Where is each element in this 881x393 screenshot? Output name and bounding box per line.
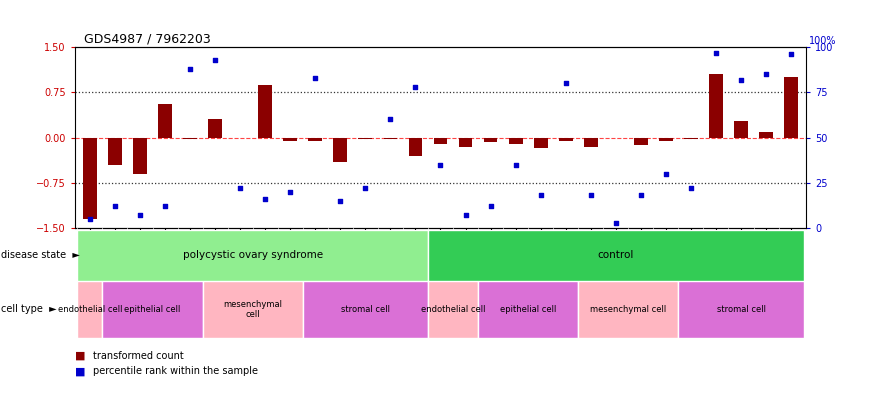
Bar bbox=[208, 119, 222, 138]
Point bbox=[734, 77, 748, 83]
Bar bbox=[108, 138, 122, 165]
Point bbox=[83, 216, 97, 222]
Bar bbox=[183, 138, 197, 139]
Point bbox=[208, 57, 222, 63]
Point bbox=[508, 162, 522, 168]
Point bbox=[433, 162, 448, 168]
Bar bbox=[203, 281, 303, 338]
Point bbox=[283, 189, 297, 195]
Bar bbox=[584, 138, 597, 147]
Text: 100%: 100% bbox=[809, 36, 836, 46]
Point bbox=[458, 212, 472, 219]
Text: epithelial cell: epithelial cell bbox=[124, 305, 181, 314]
Point bbox=[759, 71, 774, 77]
Point bbox=[559, 80, 573, 86]
Point bbox=[659, 171, 673, 177]
Point bbox=[534, 192, 548, 198]
Point bbox=[409, 84, 423, 90]
Point bbox=[158, 203, 172, 209]
Bar bbox=[508, 138, 522, 143]
Bar bbox=[734, 121, 748, 138]
Bar bbox=[634, 138, 648, 145]
Bar bbox=[133, 138, 147, 174]
Point bbox=[258, 196, 272, 202]
Bar bbox=[428, 281, 478, 338]
Bar bbox=[484, 138, 498, 142]
Bar bbox=[684, 138, 698, 140]
Bar bbox=[284, 138, 297, 141]
Bar bbox=[478, 281, 578, 338]
Text: epithelial cell: epithelial cell bbox=[500, 305, 556, 314]
Text: control: control bbox=[597, 250, 634, 261]
Bar bbox=[709, 74, 722, 138]
Bar bbox=[383, 138, 397, 139]
Text: mesenchymal cell: mesenchymal cell bbox=[590, 305, 666, 314]
Bar bbox=[759, 132, 773, 138]
Text: endothelial cell: endothelial cell bbox=[421, 305, 485, 314]
Point bbox=[684, 185, 698, 191]
Bar bbox=[359, 138, 373, 140]
Point bbox=[709, 50, 723, 56]
Bar bbox=[784, 77, 798, 138]
Text: ■: ■ bbox=[75, 351, 85, 361]
Point bbox=[133, 212, 147, 219]
Bar bbox=[159, 105, 172, 138]
Text: percentile rank within the sample: percentile rank within the sample bbox=[93, 366, 257, 376]
Text: transformed count: transformed count bbox=[93, 351, 183, 361]
Point bbox=[308, 75, 322, 81]
Text: endothelial cell: endothelial cell bbox=[57, 305, 122, 314]
Bar bbox=[78, 281, 102, 338]
Bar bbox=[102, 281, 203, 338]
Bar bbox=[678, 281, 803, 338]
Text: ■: ■ bbox=[75, 366, 85, 376]
Point bbox=[584, 192, 598, 198]
Point bbox=[359, 185, 373, 191]
Point bbox=[484, 203, 498, 209]
Point bbox=[183, 66, 197, 72]
Text: polycystic ovary syndrome: polycystic ovary syndrome bbox=[182, 250, 322, 261]
Text: disease state  ►: disease state ► bbox=[1, 250, 80, 261]
Point bbox=[233, 185, 248, 191]
Point bbox=[609, 219, 623, 226]
Bar bbox=[428, 230, 803, 281]
Point bbox=[383, 116, 397, 123]
Bar bbox=[78, 230, 428, 281]
Bar bbox=[409, 138, 422, 156]
Text: stromal cell: stromal cell bbox=[716, 305, 766, 314]
Text: mesenchymal
cell: mesenchymal cell bbox=[223, 300, 282, 319]
Text: stromal cell: stromal cell bbox=[341, 305, 390, 314]
Text: GDS4987 / 7962203: GDS4987 / 7962203 bbox=[84, 32, 211, 45]
Bar bbox=[459, 138, 472, 147]
Bar bbox=[333, 138, 347, 162]
Bar bbox=[433, 138, 448, 143]
Bar bbox=[534, 138, 548, 149]
Bar bbox=[83, 138, 97, 219]
Bar bbox=[578, 281, 678, 338]
Bar bbox=[559, 138, 573, 141]
Point bbox=[107, 203, 122, 209]
Text: cell type  ►: cell type ► bbox=[1, 305, 56, 314]
Point bbox=[633, 192, 648, 198]
Bar bbox=[303, 281, 428, 338]
Point bbox=[784, 51, 798, 57]
Bar bbox=[308, 138, 322, 141]
Bar bbox=[258, 84, 272, 138]
Point bbox=[333, 198, 347, 204]
Bar bbox=[659, 138, 673, 141]
